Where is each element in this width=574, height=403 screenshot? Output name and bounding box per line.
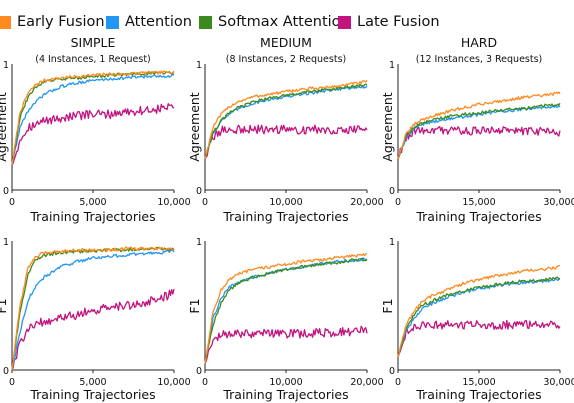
legend-label: Softmax Attention xyxy=(218,14,350,30)
y-tick-label: 0 xyxy=(196,186,202,197)
legend-label: Attention xyxy=(125,14,192,30)
y-tick-label: 0 xyxy=(3,186,9,197)
y-axis-label: Agreement xyxy=(187,92,202,162)
series-line xyxy=(397,264,560,358)
x-tick-label: 10,000 xyxy=(157,197,190,208)
x-tick-label: 0 xyxy=(9,377,15,388)
series-line xyxy=(204,257,368,364)
x-tick-label: 15,000 xyxy=(462,377,495,388)
series-line xyxy=(11,288,175,371)
series-line xyxy=(204,325,368,364)
y-axis-label: Agreement xyxy=(0,92,9,162)
x-tick-label: 0 xyxy=(202,377,208,388)
chart-title: SIMPLE xyxy=(71,35,116,50)
y-tick-label: 1 xyxy=(389,237,395,248)
x-tick-label: 15,000 xyxy=(462,197,495,208)
legend-label: Early Fusion xyxy=(17,14,105,30)
x-tick-label: 0 xyxy=(395,377,401,388)
x-axis-label: Training Trajectories xyxy=(222,387,348,402)
y-tick-label: 0 xyxy=(389,186,395,197)
y-tick-label: 0 xyxy=(3,366,9,377)
series-line xyxy=(397,102,561,159)
legend-swatch xyxy=(199,15,212,29)
legend-swatch xyxy=(0,15,11,29)
x-tick-label: 10,000 xyxy=(157,377,190,388)
series-line xyxy=(11,73,175,165)
x-axis-label: Training Trajectories xyxy=(29,387,155,402)
chart-subtitle: (4 Instances, 1 Request) xyxy=(35,54,151,65)
x-axis-label: Training Trajectories xyxy=(29,209,155,224)
chart-subtitle: (12 Instances, 3 Requests) xyxy=(416,54,543,65)
series-line xyxy=(397,276,561,358)
y-tick-label: 0 xyxy=(196,366,202,377)
series-line xyxy=(204,85,368,159)
series-line xyxy=(204,124,368,159)
series-line xyxy=(11,246,175,371)
y-axis-label: F1 xyxy=(187,298,202,313)
chart-panel: MEDIUM (8 Instances, 2 Requests) 0 10,000 20… xyxy=(187,35,384,224)
y-axis-label: Agreement xyxy=(380,92,395,162)
y-tick-label: 1 xyxy=(389,60,395,71)
chart-subtitle: (8 Instances, 2 Requests) xyxy=(226,54,346,65)
y-tick-label: 1 xyxy=(3,60,9,71)
series-line xyxy=(397,319,561,358)
chart-panel: HARD (12 Instances, 3 Requests) 0 15,000 30,… xyxy=(380,35,574,224)
x-tick-label: 0 xyxy=(202,197,208,208)
legend: Early Fusion Attention Softmax Attention La… xyxy=(0,0,574,30)
x-axis-label: Training Trajectories xyxy=(222,209,348,224)
x-tick-label: 30,000 xyxy=(543,197,574,208)
chart-panel: SIMPLE (4 Instances, 1 Request) 0 5,000 10,0… xyxy=(0,35,191,224)
chart-title: HARD xyxy=(461,35,497,50)
series-line xyxy=(11,71,175,165)
legend-item: Softmax Attention xyxy=(199,14,350,30)
series-line xyxy=(397,278,561,358)
x-tick-label: 0 xyxy=(395,197,401,208)
series-line xyxy=(11,246,175,371)
legend-label: Late Fusion xyxy=(357,14,440,30)
legend-item: Early Fusion xyxy=(0,14,105,30)
legend-swatch xyxy=(106,15,119,29)
y-tick-label: 1 xyxy=(196,60,202,71)
series-line xyxy=(204,79,368,159)
y-axis-label: F1 xyxy=(380,298,395,313)
x-axis-label: Training Trajectories xyxy=(415,387,541,402)
series-line xyxy=(397,125,561,159)
x-tick-label: 10,000 xyxy=(269,377,302,388)
x-tick-label: 0 xyxy=(9,197,15,208)
x-tick-label: 30,000 xyxy=(543,377,574,388)
y-tick-label: 1 xyxy=(3,237,9,248)
x-tick-label: 20,000 xyxy=(350,197,383,208)
series-line xyxy=(397,91,561,159)
series-line xyxy=(11,70,175,165)
series-line xyxy=(204,257,368,364)
series-line xyxy=(11,249,175,371)
legend-swatch xyxy=(338,15,351,29)
x-tick-label: 5,000 xyxy=(79,377,106,388)
legend-item: Attention xyxy=(106,14,192,30)
y-tick-label: 0 xyxy=(389,366,395,377)
chart-panel: 0 15,000 30,000 0 1 Training Trajectories F1 xyxy=(380,237,574,402)
x-tick-label: 5,000 xyxy=(79,197,106,208)
y-tick-label: 1 xyxy=(196,237,202,248)
x-tick-label: 20,000 xyxy=(350,377,383,388)
chart-panel: 0 5,000 10,000 0 1 Training Trajectories F1 xyxy=(0,237,191,402)
x-tick-label: 10,000 xyxy=(269,197,302,208)
series-line xyxy=(204,83,368,159)
legend-item: Late Fusion xyxy=(338,14,440,30)
chart-panel: 0 10,000 20,000 0 1 Training Trajectories F1 xyxy=(187,237,384,402)
chart-title: MEDIUM xyxy=(260,35,312,50)
x-axis-label: Training Trajectories xyxy=(415,209,541,224)
series-line xyxy=(11,103,175,166)
series-line xyxy=(204,252,368,364)
y-axis-label: F1 xyxy=(0,298,9,313)
